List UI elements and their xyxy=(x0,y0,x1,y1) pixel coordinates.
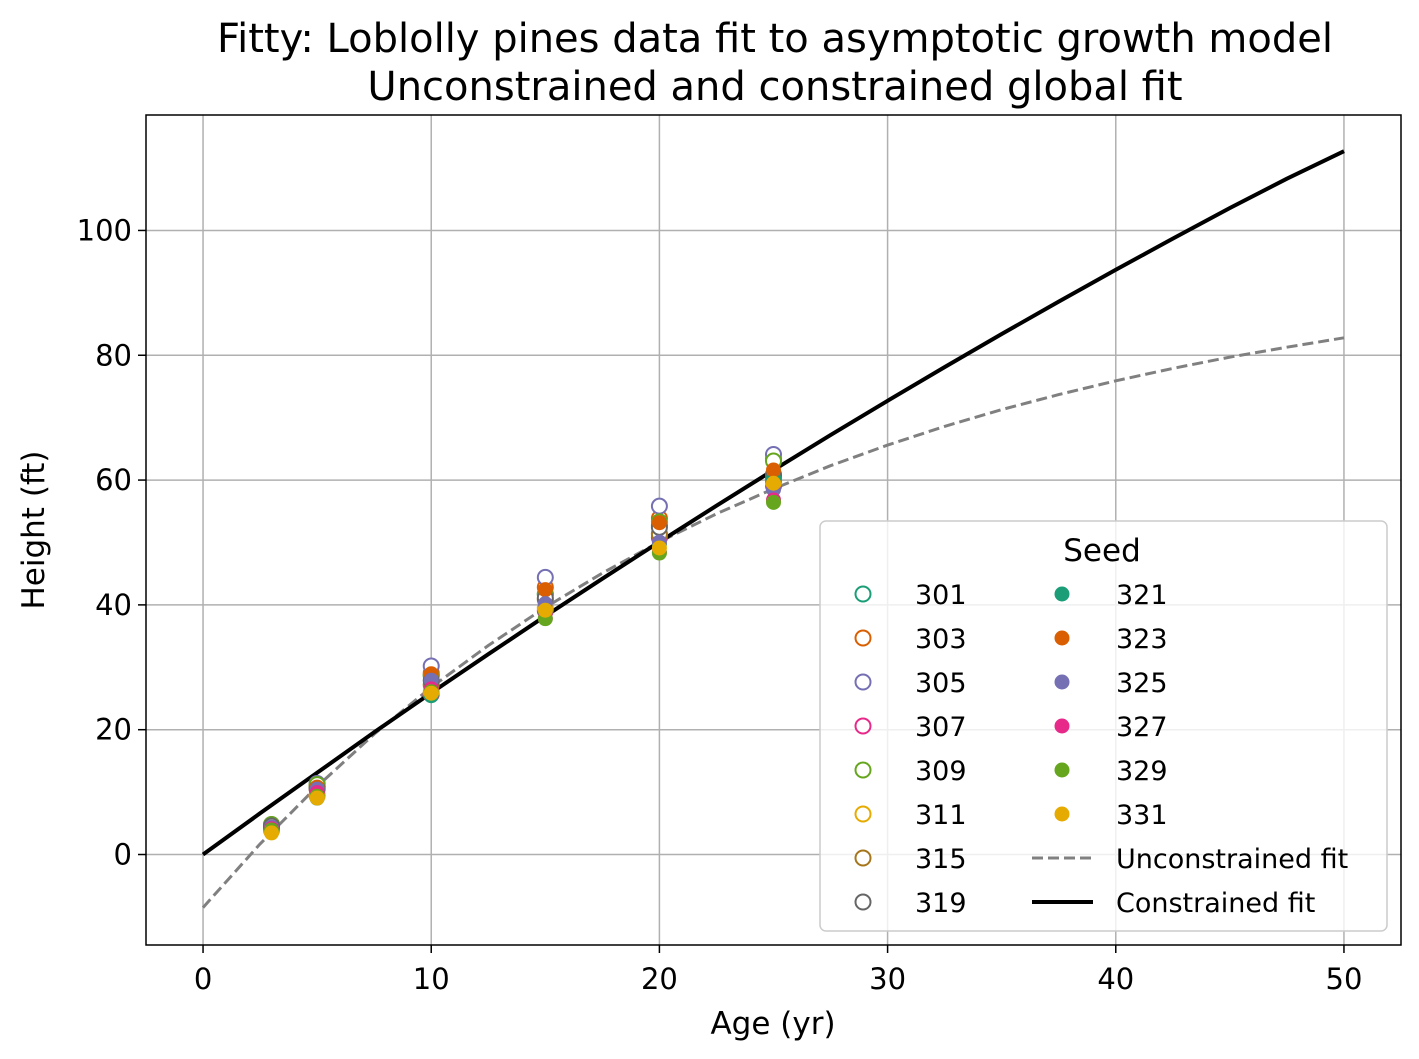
legend-marker-301 xyxy=(854,585,872,603)
y-axis-ticks: 0 20 40 60 80 100 xyxy=(77,213,146,872)
x-tick-label: 50 xyxy=(1326,962,1363,996)
data-points xyxy=(263,445,782,841)
legend-label-327: 327 xyxy=(1116,712,1168,743)
data-point-seed-331 xyxy=(766,475,781,491)
legend-marker-321 xyxy=(1054,586,1070,602)
legend-label-319: 319 xyxy=(915,888,967,919)
x-axis-label: Age (yr) xyxy=(710,1006,835,1042)
legend-label-constrained-fit: Constrained fit xyxy=(1116,888,1315,919)
legend-marker-323 xyxy=(1054,630,1070,646)
data-point-seed-331 xyxy=(537,602,553,618)
x-tick-label: 40 xyxy=(1097,962,1134,996)
legend-box xyxy=(819,520,1388,932)
legend-label-unconstrained-fit: Unconstrained fit xyxy=(1116,844,1348,875)
legend-label-305: 305 xyxy=(915,668,967,699)
legend-marker-309 xyxy=(854,761,872,779)
legend-marker-319 xyxy=(854,893,872,911)
data-point-seed-323 xyxy=(766,462,781,478)
legend-title: Seed xyxy=(1063,533,1141,569)
legend-items: 301 303 305 307 309 311 315 319 321 323 325 327 329 3… xyxy=(854,580,1348,919)
legend-marker-311 xyxy=(854,805,872,823)
x-tick-label: 30 xyxy=(869,962,906,996)
x-tick-label: 0 xyxy=(194,962,212,996)
y-tick-label: 40 xyxy=(95,588,132,622)
data-point-seed-331 xyxy=(423,685,439,701)
x-tick-label: 10 xyxy=(413,962,450,996)
data-point-seed-323 xyxy=(537,582,553,598)
legend-label-307: 307 xyxy=(915,712,967,743)
chart-title: Fitty: Loblolly pines data fit to asympt… xyxy=(217,16,1333,62)
data-point-seed-331 xyxy=(264,825,279,841)
y-tick-label: 80 xyxy=(95,338,132,372)
legend-label-331: 331 xyxy=(1116,800,1168,831)
y-tick-label: 20 xyxy=(95,713,132,747)
legend-marker-305 xyxy=(854,673,872,691)
y-tick-label: 60 xyxy=(95,463,132,497)
legend-label-301: 301 xyxy=(915,580,967,611)
legend-marker-303 xyxy=(854,629,872,647)
chart-subtitle: Unconstrained and constrained global fit xyxy=(367,64,1182,110)
legend-label-323: 323 xyxy=(1116,624,1168,655)
legend-label-303: 303 xyxy=(915,624,967,655)
legend-label-329: 329 xyxy=(1116,756,1168,787)
legend-marker-325 xyxy=(1054,674,1070,690)
data-point-seed-305 xyxy=(650,497,668,515)
legend: Seed 301 303 305 307 309 311 315 319 321 323 325 32… xyxy=(819,520,1388,932)
x-axis-ticks: 0 10 20 30 40 50 xyxy=(194,945,1363,996)
legend-label-309: 309 xyxy=(915,756,967,787)
y-tick-label: 100 xyxy=(77,213,132,247)
data-point-seed-331 xyxy=(651,540,667,556)
legend-marker-331 xyxy=(1054,806,1070,822)
y-tick-label: 0 xyxy=(114,838,132,872)
legend-marker-329 xyxy=(1054,762,1070,778)
legend-marker-315 xyxy=(854,849,872,867)
legend-label-311: 311 xyxy=(915,800,967,831)
data-point-seed-323 xyxy=(651,515,667,531)
legend-label-325: 325 xyxy=(1116,668,1168,699)
plot-area-frame xyxy=(145,114,1402,946)
data-point-seed-329 xyxy=(766,494,781,510)
y-axis-label: Height (ft) xyxy=(16,450,52,609)
legend-marker-327 xyxy=(1054,718,1070,734)
legend-label-315: 315 xyxy=(915,844,967,875)
legend-label-321: 321 xyxy=(1116,580,1168,611)
data-point-seed-331 xyxy=(309,790,325,806)
x-tick-label: 20 xyxy=(641,962,678,996)
legend-marker-307 xyxy=(854,717,872,735)
